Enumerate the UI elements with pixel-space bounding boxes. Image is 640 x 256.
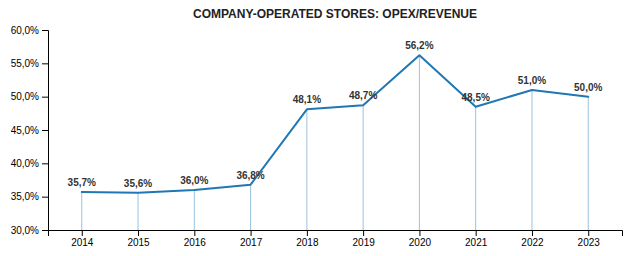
y-tick-label: 55,0% [11, 58, 39, 69]
x-tick: 2022 [521, 230, 544, 248]
x-tick-label: 2019 [353, 237, 376, 248]
x-axis: 2014 2015 2016 2017 2018 2019 2020 2021 2022 2023 [49, 230, 623, 248]
y-tick-mark [42, 30, 48, 31]
x-tick-label: 2015 [127, 237, 150, 248]
x-tick-mark [138, 230, 139, 236]
y-axis-line [42, 31, 49, 231]
y-tick: 55,0% [11, 58, 48, 69]
x-tick-mark [588, 230, 589, 236]
x-tick: 2020 [409, 230, 432, 248]
x-tick-mark [363, 230, 364, 236]
x-tick: 2016 [184, 230, 207, 248]
drop-line [250, 185, 251, 230]
x-axis-line [49, 231, 623, 237]
x-tick-mark [251, 230, 252, 236]
data-label: 36,0% [180, 175, 208, 186]
x-tick-mark [419, 230, 420, 236]
data-label: 48,1% [293, 94, 321, 105]
data-label: 35,6% [124, 178, 152, 189]
y-tick-mark [42, 163, 48, 164]
data-label: 56,2% [405, 40, 433, 51]
data-label: 50,0% [574, 82, 602, 93]
y-tick-label: 30,0% [11, 225, 39, 236]
drop-line [531, 90, 532, 230]
x-tick: 2015 [127, 230, 150, 248]
y-tick-mark [42, 230, 48, 231]
x-tick-mark [532, 230, 533, 236]
x-tick-label: 2018 [296, 237, 319, 248]
drop-line [194, 190, 195, 230]
drop-line [363, 105, 364, 230]
y-tick-label: 40,0% [11, 158, 39, 169]
drop-line [81, 192, 82, 230]
data-label: 48,7% [349, 90, 377, 101]
line [82, 55, 588, 192]
chart: 2014 2015 2016 2017 2018 2019 2020 2021 2022 2023… [0, 0, 640, 256]
y-tick-label: 50,0% [11, 91, 39, 102]
y-tick: 35,0% [11, 191, 48, 202]
y-tick-label: 60,0% [11, 25, 39, 36]
y-tick-mark [42, 97, 48, 98]
drop-line [138, 193, 139, 230]
x-tick-mark [82, 230, 83, 236]
x-tick: 2014 [71, 230, 94, 248]
x-tick-mark [194, 230, 195, 236]
x-tick-label: 2020 [409, 237, 432, 248]
x-tick-mark [476, 230, 477, 236]
plot-area: 2014 2015 2016 2017 2018 2019 2020 2021 2022 2023… [11, 25, 623, 248]
x-tick-label: 2017 [240, 237, 263, 248]
x-tick-label: 2014 [71, 237, 94, 248]
drop-line [475, 107, 476, 230]
y-tick-label: 45,0% [11, 125, 39, 136]
y-tick-label: 35,0% [11, 191, 39, 202]
x-tick: 2023 [578, 230, 601, 248]
y-tick-mark [42, 197, 48, 198]
x-tick: 2018 [296, 230, 319, 248]
marks [82, 55, 588, 230]
y-tick-mark [42, 130, 48, 131]
x-tick: 2019 [353, 230, 376, 248]
y-tick-mark [42, 63, 48, 64]
data-label: 48,5% [462, 92, 490, 103]
drop-lines [82, 55, 588, 230]
x-tick-label: 2016 [184, 237, 207, 248]
title: COMPANY-OPERATED STORES: OPEX/REVENUE [193, 7, 477, 21]
y-tick: 45,0% [11, 125, 48, 136]
y-tick: 40,0% [11, 158, 48, 169]
data-label: 35,7% [68, 177, 96, 188]
y-tick: 60,0% [11, 25, 48, 36]
y-axis: 30,0% 35,0% 40,0% 45,0% 50,0% 55,0% 60,0% [11, 25, 49, 236]
data-label: 36,8% [236, 170, 264, 181]
x-tick: 2017 [240, 230, 263, 248]
x-tick-mark [307, 230, 308, 236]
x-tick-label: 2022 [521, 237, 544, 248]
data-label: 51,0% [518, 75, 546, 86]
y-tick: 30,0% [11, 225, 48, 236]
x-tick-label: 2023 [578, 237, 601, 248]
drop-line [588, 97, 589, 230]
x-tick: 2021 [465, 230, 488, 248]
drop-line [419, 55, 420, 230]
y-tick: 50,0% [11, 91, 48, 102]
drop-line [306, 109, 307, 230]
x-tick-label: 2021 [465, 237, 488, 248]
data-labels: 35,7% 35,6% 36,0% 36,8% 48,1% 48,7% 56,2% 48,5%… [68, 40, 603, 188]
